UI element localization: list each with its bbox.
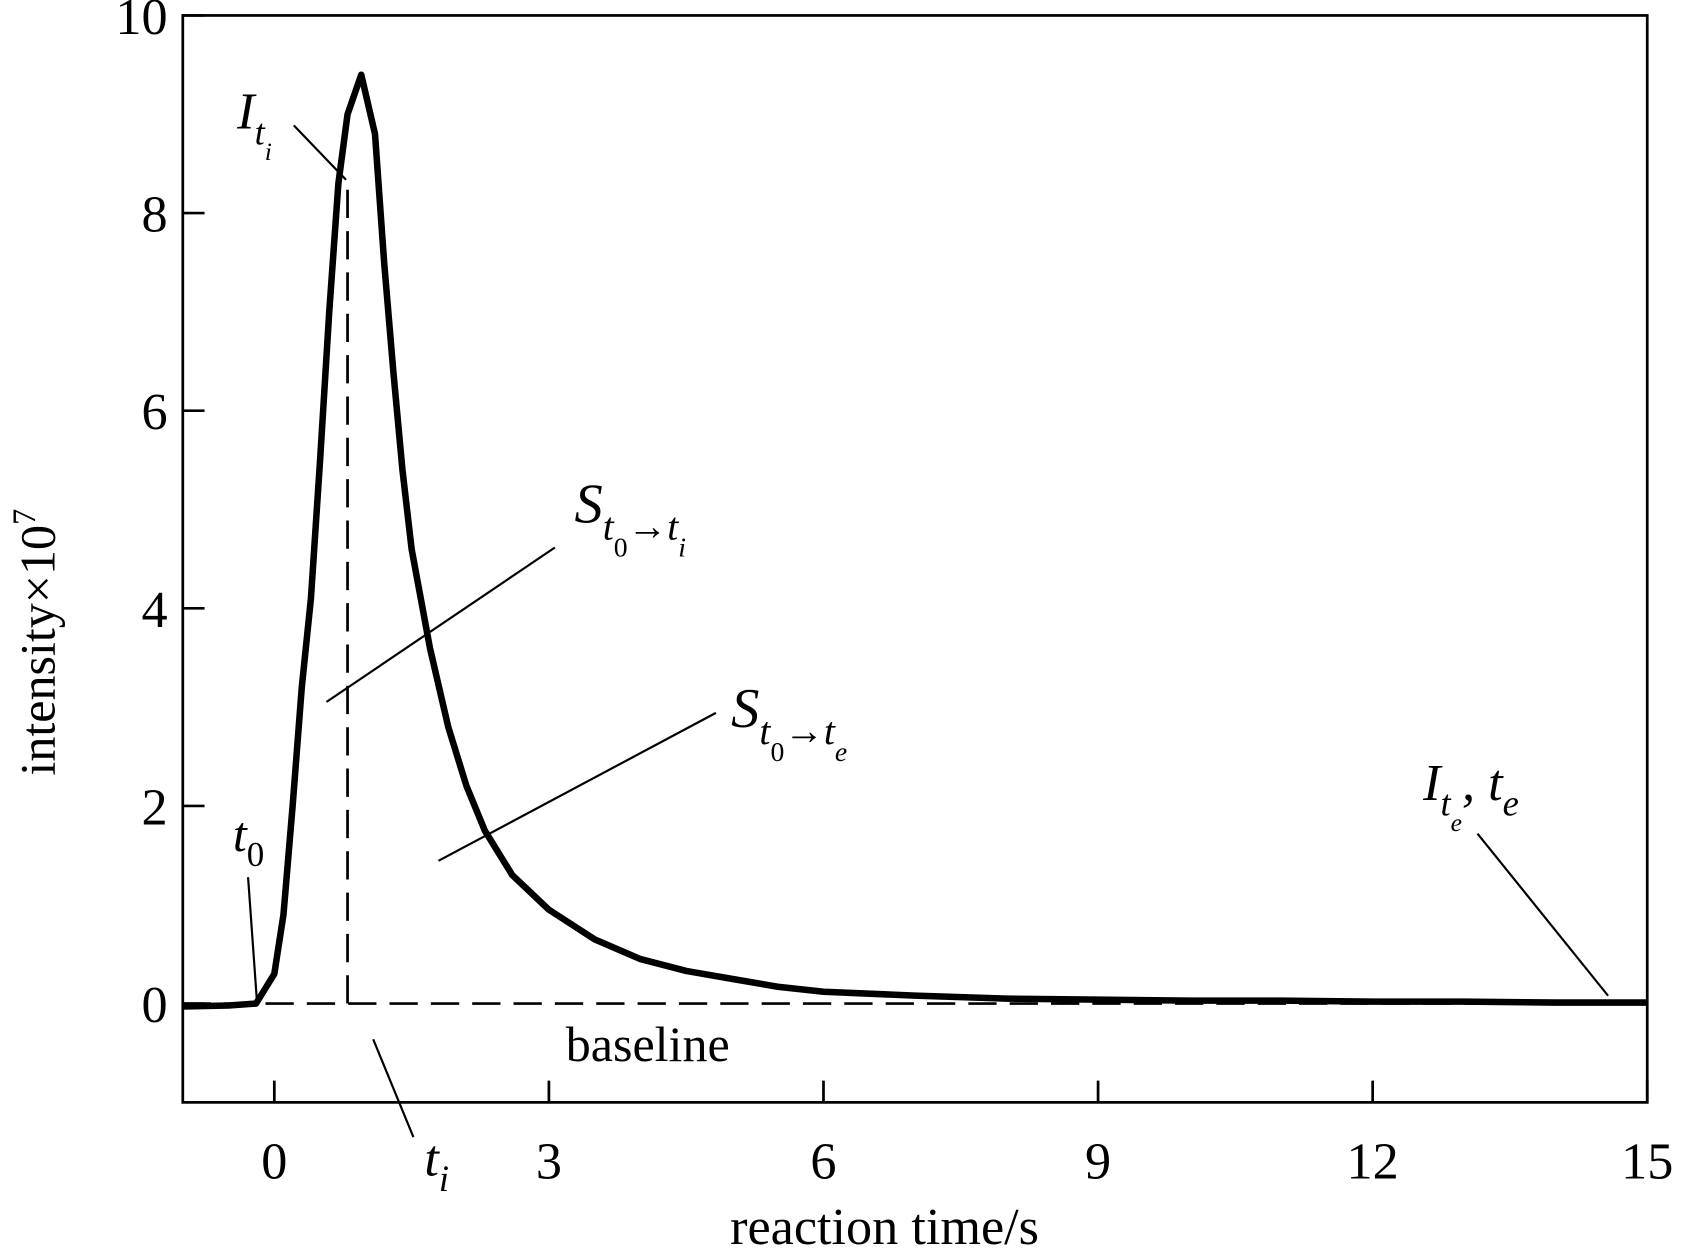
annotation: Ite, te: [1422, 754, 1519, 837]
y-tick-label: 4: [141, 581, 167, 639]
y-tick-label: 2: [141, 778, 167, 836]
y-tick-label: 10: [115, 0, 167, 46]
annotation: baseline: [566, 1016, 730, 1072]
annotation-text: t: [255, 111, 266, 152]
annotation-text: t: [759, 709, 771, 753]
leader-line: [246, 877, 258, 1000]
annotation-text: S: [731, 678, 759, 740]
annotation-text: t: [233, 806, 248, 862]
annotation-text: 0: [247, 835, 265, 874]
data-line: [182, 71, 1648, 1010]
y-tick-label: 8: [141, 186, 167, 244]
x-tick-label: 0: [261, 1133, 287, 1191]
annotation: Iti: [236, 83, 272, 166]
x-tick-label: 12: [1347, 1133, 1399, 1191]
x-tick-label: 6: [810, 1133, 836, 1191]
x-tick-label: 9: [1085, 1133, 1111, 1191]
leader-line: [292, 124, 347, 181]
annotation-text: i: [265, 137, 272, 166]
y-tick-label: 0: [141, 976, 167, 1034]
annotation-text: e: [1451, 808, 1462, 837]
y-axis-label-exponent: 7: [7, 509, 43, 525]
annotation-text: i: [678, 531, 686, 562]
annotation-text: I: [236, 83, 257, 141]
y-tick-label: 6: [141, 383, 167, 441]
annotation-text: , t: [1462, 754, 1504, 812]
leader-line: [325, 546, 556, 703]
leader-line: [372, 1038, 415, 1138]
annotation-text: 0: [770, 736, 784, 767]
x-axis-label: reaction time/s: [730, 1198, 1039, 1256]
annotation: St0→te: [731, 678, 847, 767]
x-tick-label: 15: [1621, 1133, 1673, 1191]
annotation: St0→ti: [574, 473, 685, 562]
annotation-text: baseline: [566, 1016, 730, 1072]
annotation-text: t: [667, 504, 679, 548]
annotation: t0: [233, 806, 264, 874]
leader-line: [1476, 832, 1609, 997]
annotation-text: t: [603, 504, 615, 548]
annotation-text: t: [824, 709, 836, 753]
x-tick-label: 3: [536, 1133, 562, 1191]
y-axis-label-text: intensity×10: [9, 525, 65, 776]
annotation: ti: [424, 1129, 449, 1199]
annotation-text: S: [574, 473, 602, 535]
annotation-text: →: [628, 504, 668, 548]
annotation-text: t: [424, 1129, 440, 1187]
annotation-text: e: [1503, 783, 1519, 824]
y-axis-label: intensity×107: [7, 509, 66, 776]
annotation-text: e: [835, 736, 847, 767]
leader-line: [437, 711, 717, 862]
annotation-text: 0: [614, 531, 628, 562]
annotation-text: t: [1441, 783, 1452, 824]
plot-frame: [181, 14, 1649, 1104]
annotation-text: →: [784, 709, 824, 753]
annotation-text: I: [1422, 754, 1443, 812]
annotation-text: i: [439, 1158, 449, 1199]
